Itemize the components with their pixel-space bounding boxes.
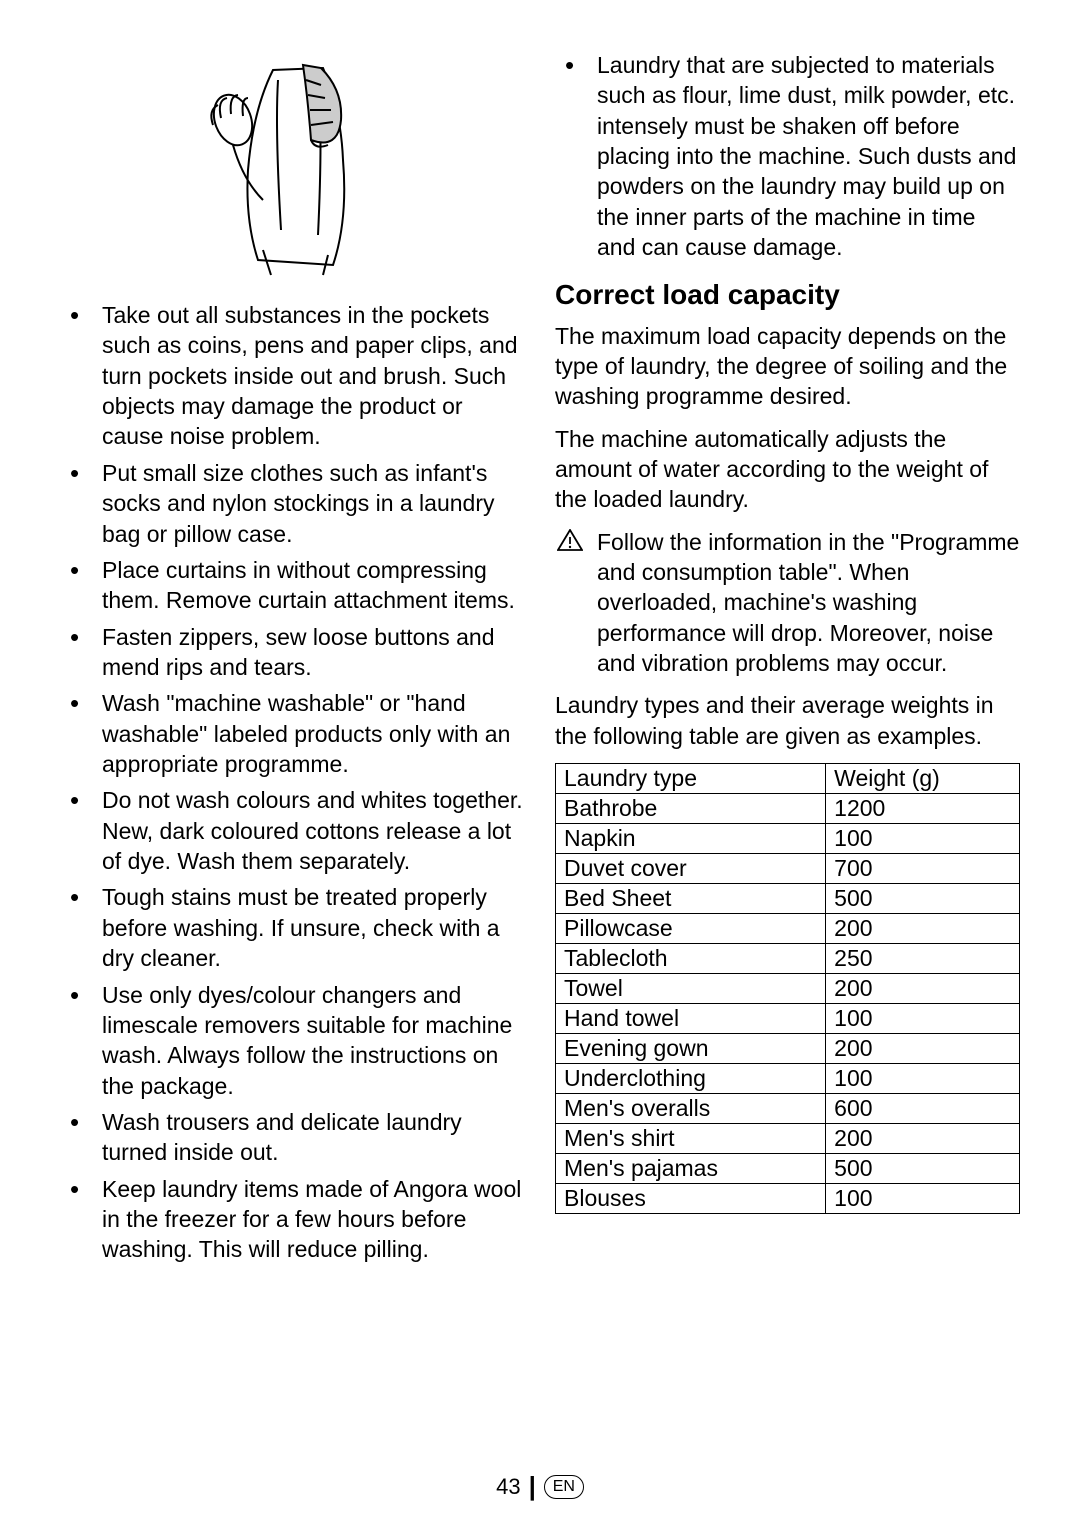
table-cell: 600 bbox=[826, 1094, 1020, 1124]
bullet-text: Wash trousers and delicate laundry turne… bbox=[102, 1109, 462, 1165]
table-cell: Duvet cover bbox=[556, 854, 826, 884]
table-cell: Tablecloth bbox=[556, 944, 826, 974]
bullet-text: Place curtains in without compressing th… bbox=[102, 557, 515, 613]
page-footer: 43 | EN bbox=[0, 1471, 1080, 1502]
table-cell: 1200 bbox=[826, 794, 1020, 824]
bullet-item: Keep laundry items made of Angora wool i… bbox=[60, 1174, 525, 1265]
table-cell: Men's shirt bbox=[556, 1124, 826, 1154]
bullet-item: Put small size clothes such as infant's … bbox=[60, 458, 525, 549]
table-cell: 100 bbox=[826, 824, 1020, 854]
table-header: Weight (g) bbox=[826, 764, 1020, 794]
bullet-text: Tough stains must be treated properly be… bbox=[102, 884, 500, 971]
bullet-text: Use only dyes/colour changers and limesc… bbox=[102, 982, 512, 1099]
table-cell: 250 bbox=[826, 944, 1020, 974]
right-column: Laundry that are subjected to materials … bbox=[555, 50, 1020, 1271]
table-row: Napkin100 bbox=[556, 824, 1020, 854]
table-cell: 200 bbox=[826, 1124, 1020, 1154]
paragraph: The machine automatically adjusts the am… bbox=[555, 424, 1020, 515]
warning-note: Follow the information in the "Programme… bbox=[555, 527, 1020, 679]
left-bullet-list: Take out all substances in the pockets s… bbox=[60, 300, 525, 1265]
bullet-item: Take out all substances in the pockets s… bbox=[60, 300, 525, 452]
bullet-item: Laundry that are subjected to materials … bbox=[555, 50, 1020, 263]
table-cell: Pillowcase bbox=[556, 914, 826, 944]
bullet-text: Laundry that are subjected to materials … bbox=[597, 52, 1016, 260]
left-column: Take out all substances in the pockets s… bbox=[60, 50, 525, 1271]
table-cell: 500 bbox=[826, 884, 1020, 914]
language-badge: EN bbox=[544, 1475, 584, 1499]
table-cell: Napkin bbox=[556, 824, 826, 854]
bullet-item: Fasten zippers, sew loose buttons and me… bbox=[60, 622, 525, 683]
bullet-text: Wash "machine washable" or "hand washabl… bbox=[102, 690, 510, 777]
table-row: Men's overalls600 bbox=[556, 1094, 1020, 1124]
table-row: Men's pajamas500 bbox=[556, 1154, 1020, 1184]
section-heading: Correct load capacity bbox=[555, 279, 1020, 311]
table-row: Bathrobe1200 bbox=[556, 794, 1020, 824]
bullet-text: Keep laundry items made of Angora wool i… bbox=[102, 1176, 521, 1263]
laundry-weight-table: Laundry type Weight (g) Bathrobe1200Napk… bbox=[555, 763, 1020, 1214]
table-header-row: Laundry type Weight (g) bbox=[556, 764, 1020, 794]
table-cell: 500 bbox=[826, 1154, 1020, 1184]
page-number: 43 bbox=[496, 1474, 520, 1500]
bullet-text: Take out all substances in the pockets s… bbox=[102, 302, 518, 449]
table-cell: Men's overalls bbox=[556, 1094, 826, 1124]
paragraph: The maximum load capacity depends on the… bbox=[555, 321, 1020, 412]
table-row: Pillowcase200 bbox=[556, 914, 1020, 944]
table-cell: 200 bbox=[826, 974, 1020, 1004]
table-row: Blouses100 bbox=[556, 1184, 1020, 1214]
table-cell: Blouses bbox=[556, 1184, 826, 1214]
bullet-item: Use only dyes/colour changers and limesc… bbox=[60, 980, 525, 1101]
bullet-item: Do not wash colours and whites together.… bbox=[60, 785, 525, 876]
table-cell: Underclothing bbox=[556, 1064, 826, 1094]
paragraph: Laundry types and their average weights … bbox=[555, 690, 1020, 751]
table-cell: 200 bbox=[826, 914, 1020, 944]
warning-text: Follow the information in the "Programme… bbox=[597, 529, 1019, 676]
table-row: Duvet cover700 bbox=[556, 854, 1020, 884]
pocket-illustration bbox=[203, 50, 383, 280]
table-row: Men's shirt200 bbox=[556, 1124, 1020, 1154]
table-cell: Towel bbox=[556, 974, 826, 1004]
table-cell: 700 bbox=[826, 854, 1020, 884]
table-row: Hand towel100 bbox=[556, 1004, 1020, 1034]
bullet-item: Wash trousers and delicate laundry turne… bbox=[60, 1107, 525, 1168]
bullet-text: Put small size clothes such as infant's … bbox=[102, 460, 495, 547]
table-row: Underclothing100 bbox=[556, 1064, 1020, 1094]
table-row: Bed Sheet500 bbox=[556, 884, 1020, 914]
warning-icon bbox=[557, 529, 583, 551]
table-row: Towel200 bbox=[556, 974, 1020, 1004]
bullet-text: Do not wash colours and whites together.… bbox=[102, 787, 523, 874]
table-row: Evening gown200 bbox=[556, 1034, 1020, 1064]
table-header: Laundry type bbox=[556, 764, 826, 794]
table-cell: Men's pajamas bbox=[556, 1154, 826, 1184]
bullet-item: Tough stains must be treated properly be… bbox=[60, 882, 525, 973]
footer-divider: | bbox=[529, 1471, 536, 1502]
table-cell: 100 bbox=[826, 1004, 1020, 1034]
bullet-item: Place curtains in without compressing th… bbox=[60, 555, 525, 616]
table-cell: Hand towel bbox=[556, 1004, 826, 1034]
table-cell: 200 bbox=[826, 1034, 1020, 1064]
table-row: Tablecloth250 bbox=[556, 944, 1020, 974]
table-cell: Bathrobe bbox=[556, 794, 826, 824]
table-cell: Bed Sheet bbox=[556, 884, 826, 914]
bullet-item: Wash "machine washable" or "hand washabl… bbox=[60, 688, 525, 779]
bullet-text: Fasten zippers, sew loose buttons and me… bbox=[102, 624, 495, 680]
table-cell: 100 bbox=[826, 1184, 1020, 1214]
right-bullet-list: Laundry that are subjected to materials … bbox=[555, 50, 1020, 263]
table-cell: Evening gown bbox=[556, 1034, 826, 1064]
table-cell: 100 bbox=[826, 1064, 1020, 1094]
